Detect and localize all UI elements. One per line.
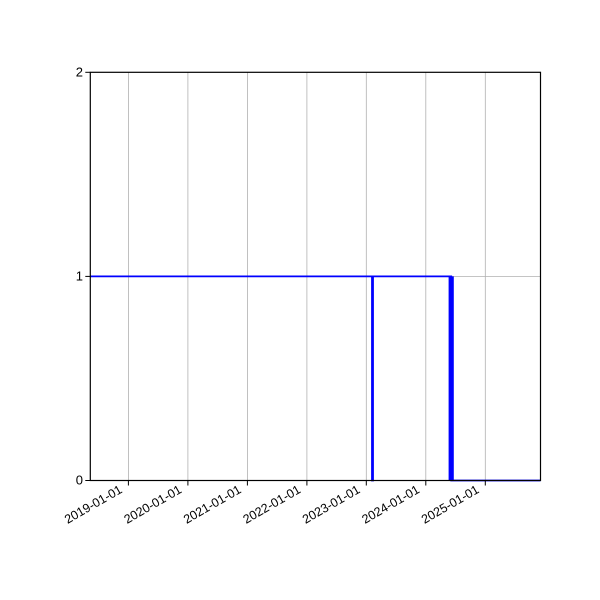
svg-text:2: 2 [76, 65, 83, 80]
svg-text:1: 1 [76, 269, 83, 284]
svg-text:0: 0 [76, 473, 83, 488]
